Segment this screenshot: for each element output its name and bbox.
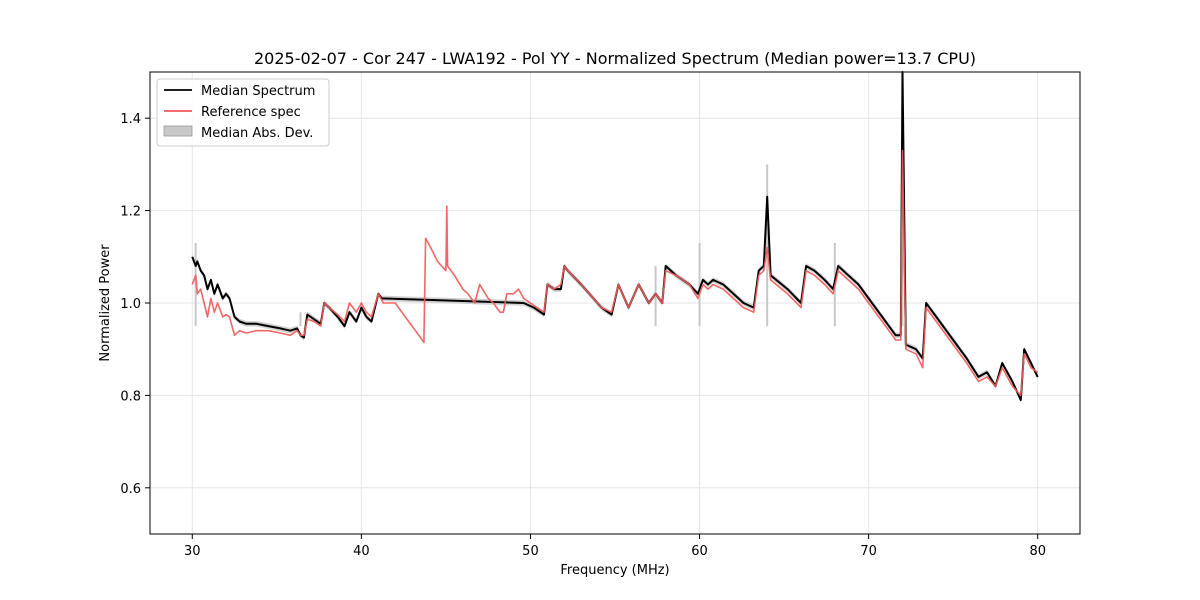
y-tick-label: 0.8	[120, 389, 141, 404]
legend-mad-label: Median Abs. Dev.	[201, 126, 313, 141]
x-tick-label: 40	[353, 544, 370, 559]
legend-median-label: Median Spectrum	[201, 84, 315, 99]
x-tick-label: 60	[691, 544, 708, 559]
reference-spectrum-line	[191, 149, 1039, 397]
chart-title: 2025-02-07 - Cor 247 - LWA192 - Pol YY -…	[254, 49, 976, 68]
legend: Median Spectrum Reference spec Median Ab…	[156, 78, 330, 147]
legend-reference-label: Reference spec	[201, 105, 301, 120]
y-axis-ticks: 0.6 0.8 1.0 1.2 1.4	[120, 112, 150, 497]
y-tick-label: 0.6	[120, 482, 141, 497]
legend-box	[156, 78, 330, 147]
x-axis-label: Frequency (MHz)	[560, 563, 669, 578]
x-tick-label: 30	[184, 544, 201, 559]
x-axis-ticks: 30 40 50 60 70 80	[184, 534, 1046, 559]
y-tick-label: 1.2	[120, 205, 141, 220]
x-tick-label: 50	[522, 544, 539, 559]
x-tick-label: 80	[1029, 544, 1046, 559]
y-axis-label: Normalized Power	[98, 244, 113, 362]
y-tick-label: 1.4	[120, 112, 141, 127]
series-layer	[191, 71, 1039, 403]
x-tick-label: 70	[860, 544, 877, 559]
y-tick-label: 1.0	[120, 297, 141, 312]
legend-mad-swatch	[163, 125, 193, 137]
